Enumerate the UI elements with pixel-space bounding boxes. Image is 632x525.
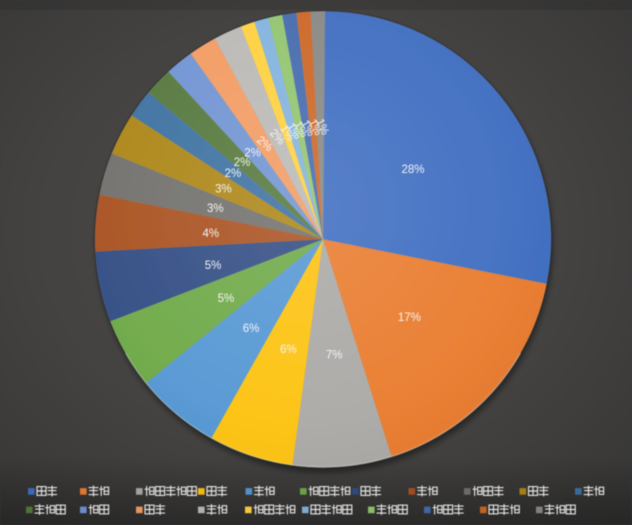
svg-text:28%: 28% xyxy=(401,164,424,176)
svg-text:2%: 2% xyxy=(244,148,261,160)
svg-text:4%: 4% xyxy=(202,228,219,240)
svg-text:7%: 7% xyxy=(326,350,343,362)
svg-text:3%: 3% xyxy=(215,183,232,195)
svg-text:3%: 3% xyxy=(207,203,224,215)
svg-text:6%: 6% xyxy=(280,344,297,356)
svg-text:5%: 5% xyxy=(218,293,235,305)
svg-text:2%: 2% xyxy=(225,168,242,180)
svg-text:6%: 6% xyxy=(243,323,260,335)
svg-text:17%: 17% xyxy=(398,312,421,324)
svg-text:5%: 5% xyxy=(205,260,222,272)
svg-text:2%: 2% xyxy=(234,157,251,169)
